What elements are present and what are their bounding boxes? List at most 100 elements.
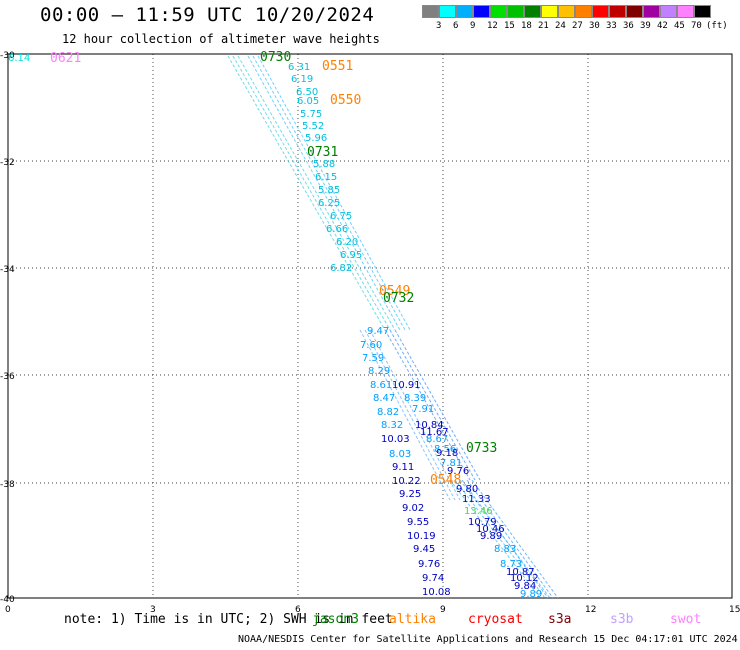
legend-swatch bbox=[490, 5, 507, 18]
wave-height-value: 8.56 bbox=[434, 444, 456, 455]
wave-height-value: 7.59 bbox=[362, 353, 384, 364]
wave-height-value: 9.84 bbox=[514, 581, 536, 592]
wave-height-value: 6.50 bbox=[296, 87, 318, 98]
map-title: 00:00 — 11:59 UTC 10/20/2024 bbox=[40, 4, 375, 26]
wave-height-value: 10.08 bbox=[422, 587, 451, 598]
satellite-name: swot bbox=[670, 612, 702, 627]
satellite-name: altika bbox=[389, 612, 436, 627]
footer-credit: NOAA/NESDIS Center for Satellite Applica… bbox=[238, 634, 738, 645]
legend-swatch bbox=[575, 5, 592, 18]
legend-swatch bbox=[422, 5, 439, 18]
legend-swatch bbox=[694, 5, 711, 18]
wave-height-value: 10.79 bbox=[468, 517, 497, 528]
wave-height-value: 5.75 bbox=[300, 109, 322, 120]
wave-height-value: 8.82 bbox=[377, 407, 399, 418]
pass-time-label: 0621 bbox=[50, 51, 81, 66]
legend-label: 42 bbox=[657, 21, 668, 31]
wave-height-value: 7.81 bbox=[440, 458, 462, 469]
wave-height-value: 10.84 bbox=[415, 420, 444, 431]
wave-height-value: 11.67 bbox=[420, 427, 449, 438]
legend-swatch bbox=[677, 5, 694, 18]
wave-height-value: 9.18 bbox=[436, 448, 458, 459]
wave-height-value: 5.96 bbox=[305, 133, 327, 144]
legend-label: 33 bbox=[606, 21, 617, 31]
legend-label: 24 bbox=[555, 21, 566, 31]
y-tick-label: -40 bbox=[0, 595, 15, 605]
legend-swatch bbox=[558, 5, 575, 18]
x-tick-label: 6 bbox=[295, 605, 301, 615]
wave-height-value: 8.83 bbox=[494, 544, 516, 555]
legend-label: 9 bbox=[470, 21, 476, 31]
legend-label: 45 bbox=[674, 21, 685, 31]
legend-swatch bbox=[439, 5, 456, 18]
wave-height-value: 6.75 bbox=[330, 211, 352, 222]
wave-height-value: 9.11 bbox=[392, 462, 414, 473]
legend-label: 18 bbox=[521, 21, 532, 31]
wave-height-value: 6.31 bbox=[288, 62, 310, 73]
pass-time-label: 0730 bbox=[260, 50, 291, 65]
legend-label: 70 bbox=[691, 21, 702, 31]
note-text: note: 1) Time is in UTC; 2) SWH is in fe… bbox=[64, 612, 393, 627]
x-tick-label: 15 bbox=[729, 605, 740, 615]
legend-label: 27 bbox=[572, 21, 583, 31]
wave-height-value: 11.33 bbox=[462, 494, 491, 505]
legend-swatch bbox=[592, 5, 609, 18]
map-grid bbox=[7, 53, 733, 599]
x-tick-label: 3 bbox=[150, 605, 156, 615]
pass-time-label: 0732 bbox=[383, 291, 414, 306]
legend-swatch bbox=[609, 5, 626, 18]
axis-ticks: 0 3 6 9 12 15 -30 -32 -34 -36 -38 -40 bbox=[0, 51, 740, 615]
wave-height-value: 6.20 bbox=[336, 237, 358, 248]
legend-swatch bbox=[660, 5, 677, 18]
wave-height-value: 8.73 bbox=[500, 559, 522, 570]
wave-height-value: 8.67 bbox=[426, 434, 448, 445]
wave-height-value: 9.45 bbox=[413, 544, 435, 555]
wave-height-value: 6.14 bbox=[8, 53, 30, 64]
wave-height-value: 9.47 bbox=[367, 326, 389, 337]
wave-height-value: 9.76 bbox=[418, 559, 440, 570]
satellite-name: jason3 bbox=[312, 612, 359, 627]
legend-swatch bbox=[456, 5, 473, 18]
pass-time-label: 0733 bbox=[466, 441, 497, 456]
wave-height-value: 10.12 bbox=[510, 573, 539, 584]
y-tick-label: -34 bbox=[0, 265, 15, 275]
wave-height-value: 8.32 bbox=[381, 420, 403, 431]
x-tick-label: 12 bbox=[585, 605, 596, 615]
legend-label: 39 bbox=[640, 21, 651, 31]
legend-label: 12 bbox=[487, 21, 498, 31]
wave-height-value: 8.03 bbox=[389, 449, 411, 460]
wave-height-value: 10.03 bbox=[381, 434, 410, 445]
wave-height-value: 9.55 bbox=[407, 517, 429, 528]
wave-height-value: 8.61 bbox=[370, 380, 392, 391]
legend-label: 3 bbox=[436, 21, 442, 31]
wave-height-value: 6.19 bbox=[291, 74, 313, 85]
satellite-name: s3b bbox=[610, 612, 634, 627]
pass-time-label: 0731 bbox=[307, 145, 338, 160]
legend-label: 36 bbox=[623, 21, 634, 31]
wave-height-value: 5.85 bbox=[318, 185, 340, 196]
legend-swatch bbox=[524, 5, 541, 18]
wave-height-value: 9.25 bbox=[399, 489, 421, 500]
wave-height-value: 5.52 bbox=[302, 121, 324, 132]
y-tick-label: -30 bbox=[0, 51, 15, 61]
wave-height-value: 9.76 bbox=[447, 466, 469, 477]
wave-height-value: 7.91 bbox=[412, 404, 434, 415]
y-tick-label: -36 bbox=[0, 372, 15, 382]
wave-height-value: 9.02 bbox=[402, 503, 424, 514]
wave-height-value: 10.46 bbox=[476, 524, 505, 535]
y-tick-label: -38 bbox=[0, 480, 15, 490]
pass-time-label: 0549 bbox=[379, 284, 410, 299]
color-legend bbox=[422, 5, 711, 18]
wave-height-value: 6.82 bbox=[330, 263, 352, 274]
wave-height-value: 10.19 bbox=[407, 531, 436, 542]
legend-swatch bbox=[541, 5, 558, 18]
wave-height-value: 10.91 bbox=[392, 380, 421, 391]
wave-height-value: 6.66 bbox=[326, 224, 348, 235]
wave-height-value: 10.87 bbox=[506, 567, 535, 578]
wave-height-value: 13.46 bbox=[464, 506, 493, 517]
wave-height-value: 8.29 bbox=[368, 366, 390, 377]
wave-height-value: 6.05 bbox=[297, 96, 319, 107]
wave-height-value: 9.80 bbox=[456, 484, 478, 495]
